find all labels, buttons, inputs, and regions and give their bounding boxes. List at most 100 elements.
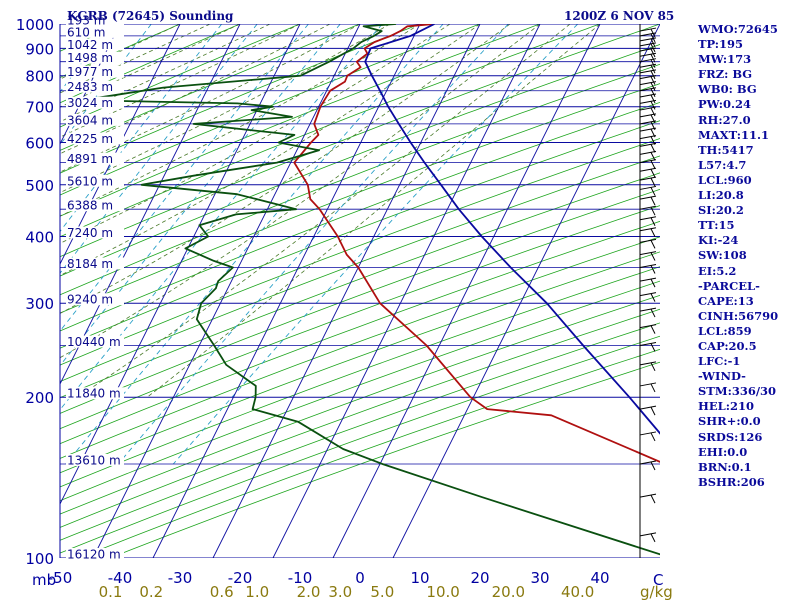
height-label: 10440 m (67, 335, 121, 349)
wind-barb (639, 106, 657, 111)
pressure-tick-label: 1000 (16, 16, 54, 34)
height-label: 3024 m (67, 96, 113, 110)
wind-barb (639, 150, 657, 155)
temperature-tick-label: 10 (410, 569, 429, 587)
mixing-ratio-tick-label: 5.0 (370, 583, 394, 600)
wind-barb-flag (650, 76, 656, 85)
height-label-background (66, 25, 124, 38)
isotherm-line (60, 24, 241, 386)
wind-barb-flag (650, 38, 656, 48)
pressure-tick-label: 600 (25, 134, 54, 152)
temperature-tick-label: 30 (530, 569, 549, 587)
index-item: LCL:859 (698, 323, 752, 338)
mixing-ratio-tick-label: 0.6 (210, 583, 234, 600)
wind-barb-flag (650, 461, 656, 471)
wind-barbs (639, 24, 657, 558)
wind-barb-flag (650, 43, 656, 53)
height-label-background (66, 80, 124, 93)
stability-indices-list: WMO:72645 TP:195 MW:173 FRZ: BG WB0: BG PW:0.… (698, 22, 798, 490)
index-item: WMO:72645 (698, 22, 778, 36)
wind-barb-flag (650, 88, 656, 97)
wind-barb-flag (650, 196, 656, 206)
index-item: LFC:-1 (698, 354, 741, 369)
height-label-background (66, 387, 124, 400)
wind-barb (639, 532, 657, 537)
index-item: SW:108 (698, 248, 747, 263)
wind-barb (639, 99, 657, 104)
height-label-background (66, 174, 124, 187)
wind-barb (639, 176, 657, 181)
index-item: STM:336/30 (698, 384, 777, 399)
wind-barb-flag (650, 48, 656, 58)
height-label: 4891 m (67, 152, 113, 166)
wind-barb-flag (650, 533, 656, 543)
height-label: 13610 m (67, 453, 121, 467)
height-label: 11840 m (67, 387, 121, 401)
height-label-background (66, 51, 124, 64)
wind-barb-flag (650, 240, 656, 249)
isotherm-line (60, 24, 181, 266)
pressure-tick-label: 200 (25, 389, 54, 407)
mixing-ratio-tick-labels: 0.1 0.2 0.6 1.0 2.0 3.0 5.0 10.0 20.0 40.0 (99, 583, 595, 600)
wind-barb-flag (650, 432, 656, 442)
temperature-tick-label: -40 (108, 569, 133, 587)
height-label-background (66, 226, 124, 239)
wind-barb (639, 263, 657, 268)
mixing-ratio-tick-label: 40.0 (561, 583, 594, 600)
wind-barb-flag (650, 206, 656, 216)
wind-barb-flag (650, 494, 656, 504)
isotherm-line (332, 24, 601, 558)
wind-barb-flag (650, 160, 656, 169)
index-item: SRDS:126 (698, 429, 763, 444)
isobars (60, 24, 660, 558)
height-labels: 16120 m 13610 m 11840 m 10440 m 9240 m 8184 m… (66, 14, 124, 562)
height-label-background (66, 293, 124, 306)
wind-barb-flag (650, 217, 656, 226)
pressure-tick-label: 500 (25, 177, 54, 195)
index-item: MW:173 (698, 52, 752, 67)
wind-barb (639, 431, 657, 436)
plot-area (60, 24, 660, 558)
mixing-ratio-unit-label: g/kg (640, 583, 673, 600)
isotherm-line (60, 24, 121, 146)
pressure-tick-label: 300 (25, 295, 54, 313)
temperature-tick-label: -30 (168, 569, 193, 587)
wind-barb (639, 142, 657, 147)
index-item: L57:4.7 (698, 157, 747, 172)
height-label: 1042 m (67, 38, 113, 52)
index-item: TT:15 (698, 218, 735, 233)
wind-barb-flag (650, 33, 656, 43)
wind-barb-flag (650, 136, 656, 145)
wind-barb-flag (650, 362, 656, 372)
index-item: CAP:20.5 (698, 338, 757, 353)
moist-adiabat-line (60, 24, 331, 155)
wind-barb-flag (650, 406, 656, 416)
height-label: 610 m (67, 25, 105, 39)
index-item: HEL:210 (698, 399, 754, 414)
temperature-tick-label: -50 (48, 569, 73, 587)
index-item: FRZ: BG (698, 67, 753, 82)
height-label-background (66, 132, 124, 145)
wind-barb-flag (650, 28, 656, 38)
wind-barb (639, 342, 657, 346)
temperature-unit-label: C (653, 571, 663, 589)
pressure-tick-label: 800 (25, 68, 54, 86)
mixing-ratio-tick-label: 10.0 (426, 583, 459, 600)
mixing-ratio-line (172, 24, 579, 465)
isotherm-line (212, 24, 481, 558)
isotherm-line (92, 24, 361, 558)
temperature-tick-labels: -50 -40 -30 -20 -10 0 10 20 30 40 (48, 569, 610, 587)
height-label-background (66, 38, 124, 51)
temperature-tick-label: 20 (470, 569, 489, 587)
mixing-ratio-line (65, 24, 444, 465)
index-item: TP:195 (698, 37, 744, 52)
index-item: MAXT:11.1 (698, 127, 769, 142)
mixing-ratio-tick-label: 20.0 (492, 583, 525, 600)
wind-barb (639, 135, 657, 140)
height-label: 8184 m (67, 257, 113, 271)
moist-adiabat-line (60, 24, 241, 108)
wind-barb-flag (650, 121, 656, 131)
height-label: 16120 m (67, 548, 121, 562)
index-item: CINH:56790 (698, 308, 779, 323)
index-item: CAPE:13 (698, 293, 754, 308)
